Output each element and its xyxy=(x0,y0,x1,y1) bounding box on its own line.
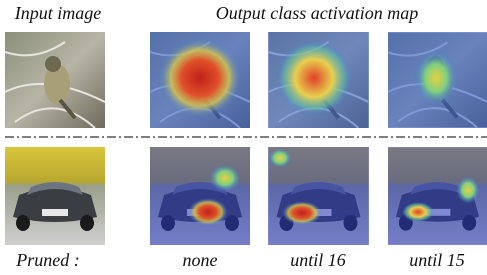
input-image-bird xyxy=(5,32,105,128)
cam-bird-none xyxy=(150,32,250,128)
cam-car-none xyxy=(150,147,250,245)
output-label: Output class activation map xyxy=(216,3,418,23)
figure: Input image Output class activation map xyxy=(0,0,487,275)
input-image-car xyxy=(5,147,105,245)
column-label: until 15 xyxy=(409,250,465,270)
column-label: none xyxy=(183,250,218,270)
cam-bird-15 xyxy=(388,32,487,128)
row-label: Pruned : xyxy=(15,250,79,270)
cam-bird-16 xyxy=(268,32,369,128)
input-label: Input image xyxy=(14,3,101,23)
cam-car-15 xyxy=(388,147,487,245)
cam-car-16 xyxy=(268,147,369,245)
column-label: until 16 xyxy=(290,250,346,270)
